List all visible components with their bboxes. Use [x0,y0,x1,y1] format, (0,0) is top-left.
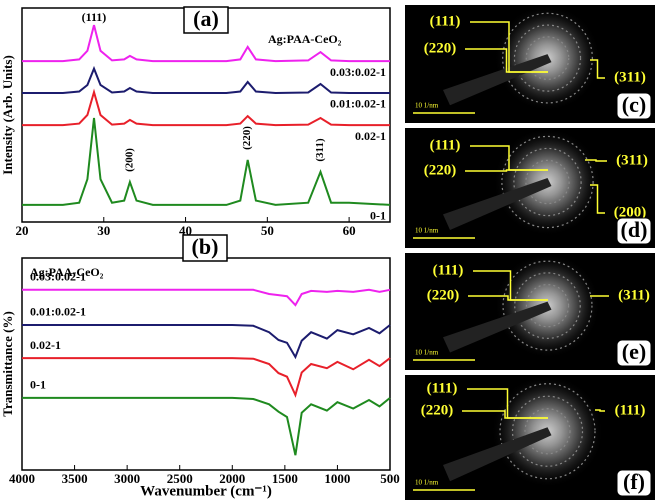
spot-arrow [585,159,607,162]
series-label: 0-1 [30,378,46,392]
scale-bar-label: 10 1/nm [415,349,439,357]
panel-label: (f) [623,469,645,494]
saed-panel: 10 1/nm (111) (220) (111) (f) [405,375,655,500]
series-label: 0.03:0.02-1 [330,65,386,79]
scale-bar-label: 10 1/nm [415,227,439,235]
beam-stopper [443,427,552,482]
ring [514,272,581,340]
chart-title: (b) [192,234,219,259]
peak-label: (311) [314,138,326,162]
series-line [22,65,390,95]
panel-label: (c) [622,92,646,117]
x-tick-label: 3500 [62,471,88,486]
spot-label: (111) [430,137,461,153]
series-line [22,288,391,307]
ring [511,395,584,467]
panel-label: (e) [622,339,646,364]
ring [501,135,594,229]
ring [502,12,593,104]
ring [525,159,570,205]
spot-arrow [595,409,605,412]
x-tick-label: 40 [179,223,192,238]
spot-label: (311) [616,152,648,168]
x-tick-label: 4000 [9,471,35,486]
series-label: 0.01:0.02-1 [30,305,86,319]
spot-label: (220) [421,402,454,418]
series-label: 0.01:0.02-1 [330,97,386,111]
title-box: (a) [183,6,229,34]
spot-label: (220) [427,287,460,303]
beam-stopper [443,301,552,353]
spot-label: (111) [615,402,646,418]
saed-panel: 10 1/nm (111) (220) (311) (200)(d) [405,128,655,248]
ring [525,283,570,328]
spot-arrow [465,48,548,73]
ring [525,36,570,80]
series-line [22,24,390,63]
x-tick-label: 50 [261,223,274,238]
title-box: (b) [182,234,228,262]
title-frame [182,234,228,262]
x-tick-label: 2000 [219,471,245,486]
panel-label-box [616,469,652,497]
legend-title: Ag:PAA-CeO₂ [268,32,342,46]
y-axis-label: Intensity (Arb. Units) [0,55,15,175]
ring [513,24,582,92]
scale-bar-label: 10 1/nm [415,479,439,487]
x-tick-label: 30 [97,223,110,238]
series-label: 0.02-1 [355,129,386,143]
spot-label: (111) [430,13,461,29]
scale-bar-label: 10 1/nm [415,102,439,110]
beam-stopper [443,178,552,230]
series-line [22,357,391,398]
panel-label-box [616,339,652,367]
spot-label: (220) [424,40,457,56]
legend-title: Ag:PAA-CeO₂ [30,265,104,279]
title-frame [183,6,229,34]
panel-label: (d) [621,217,648,242]
peak-label: (111) [82,10,107,24]
series-label: 0.03:0.02-1 [30,270,86,284]
saed-panel: 10 1/nm (111) (220) (311) (e) [405,253,655,370]
x-tick-label: 1500 [272,471,298,486]
spot-arrow [590,184,605,214]
ring [502,260,593,351]
x-tick-label: 20 [16,223,29,238]
spot-arrow [590,59,605,79]
beam-stopper [443,54,552,106]
ring [513,147,582,217]
ring [524,408,571,455]
series-line [22,117,391,206]
series-label: 0-1 [370,209,386,223]
ring [499,383,596,480]
x-tick-label: 3000 [114,471,140,486]
x-tick-label: 60 [343,223,356,238]
spot-label: (200) [614,204,647,220]
saed-panel: 10 1/nm (111) (220) (311) (c) [405,5,655,123]
y-axis-label: Transmittance (%) [0,311,15,417]
spot-label: (111) [427,380,458,396]
panel-label-box [616,92,652,120]
spot-arrow [468,295,548,301]
spot-label: (311) [614,69,646,85]
series-line [22,324,391,360]
panel-label-box [616,217,652,245]
spot-label: (111) [433,262,464,278]
spot-label: (311) [618,287,650,303]
chart-title: (a) [193,6,219,31]
series-line [22,396,391,456]
peak-label: (200) [123,148,135,172]
x-axis-label: Wavenumber (cm⁻¹) [140,483,272,499]
series-label: 0.02-1 [30,338,61,352]
x-tick-label: 1000 [324,471,350,486]
spot-arrow [462,410,548,419]
x-tick-label: 500 [380,471,400,486]
peak-label: (220) [241,126,253,150]
spot-arrow [465,169,548,172]
spot-label: (220) [424,162,457,178]
series-line [22,88,390,127]
x-tick-label: 2500 [167,471,193,486]
